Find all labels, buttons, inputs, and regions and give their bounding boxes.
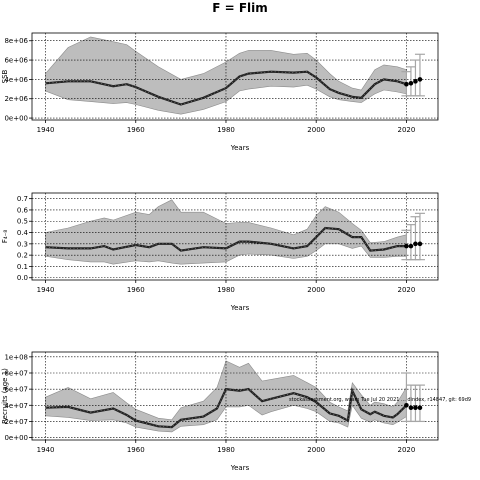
fbar-panel: 1940 1960 1980 2000 2020 0.0 0.1 0.2 0.3 0.4 0.5 0.… [1,192,439,312]
x-tick-label: 2020 [398,446,416,454]
projection-point [417,241,423,247]
projection-point [413,241,418,247]
y-tick-label: 0.2 [17,252,28,260]
x-tick-label: 2020 [398,286,416,294]
x-tick-label: 1980 [217,286,235,294]
y-axis-label: F₄₋₈ [1,230,9,244]
y-tick-label: 4e+06 [4,76,28,84]
y-tick-label: 0.5 [17,218,28,226]
y-tick-label: 1e+08 [4,353,28,361]
x-tick-label: 1980 [217,446,235,454]
ssb-panel: 1940 1960 1980 2000 2020 0e+00 2e+06 4e+06 6e+06… [1,32,439,152]
x-tick-label: 2020 [398,126,416,134]
x-axis-label: Years [230,304,250,312]
y-tick-label: 8e+07 [4,369,28,377]
y-tick-label: 6e+07 [4,386,28,394]
y-tick-label: 0.6 [17,206,29,214]
projection-point [417,405,423,411]
projection-point [413,405,418,411]
estimate-line [45,226,407,252]
y-axis-label: SSB [1,69,9,83]
projection-point [404,402,409,408]
projection-point [417,77,423,82]
y-tick-label: 6e+06 [4,57,28,65]
x-tick-label: 1940 [37,286,55,294]
estimate-line [45,70,407,106]
x-tick-label: 2000 [307,286,325,294]
y-tick-label: 0.7 [17,195,28,203]
axes-frame [31,351,439,441]
axes-frame [31,192,439,281]
projection-point [413,79,418,84]
estimate-line-dots [45,388,407,428]
projection-point [404,243,409,249]
y-tick-label: 0.3 [17,240,28,248]
figure-title: F = Flim [212,1,268,15]
y-axis-label: Recruits (age 1) [1,368,9,424]
x-tick-label: 1960 [127,446,145,454]
y-tick-label: 2e+07 [4,418,28,426]
x-axis-label: Years [230,144,250,152]
y-tick-label: 8e+06 [4,37,28,45]
x-tick-label: 2000 [307,126,325,134]
y-tick-label: 0.4 [17,229,29,237]
axes-frame [31,32,439,121]
watermark-note: stockassessment.org, wsam Tue Jul 20 202… [289,397,471,403]
projection-point [404,81,409,87]
projection-point [408,80,414,86]
x-tick-label: 1980 [217,126,235,134]
x-tick-label: 1940 [37,126,55,134]
x-axis-label: Years [230,464,250,472]
y-tick-label: 0.0 [17,274,28,282]
recruits-panel: 1940 1960 1980 2000 2020 0e+00 2e+07 4e+07 6e+07… [1,351,439,472]
y-tick-label: 0e+00 [4,115,28,123]
y-tick-label: 2e+06 [4,95,28,103]
y-tick-label: 0e+00 [4,434,28,442]
x-tick-label: 1960 [127,286,145,294]
x-tick-label: 2000 [307,446,325,454]
x-tick-label: 1940 [37,446,55,454]
projection-point [408,243,414,249]
y-tick-label: 0.1 [17,263,28,271]
projection-point [408,405,414,411]
x-tick-label: 1960 [127,126,145,134]
y-tick-label: 4e+07 [4,402,28,410]
